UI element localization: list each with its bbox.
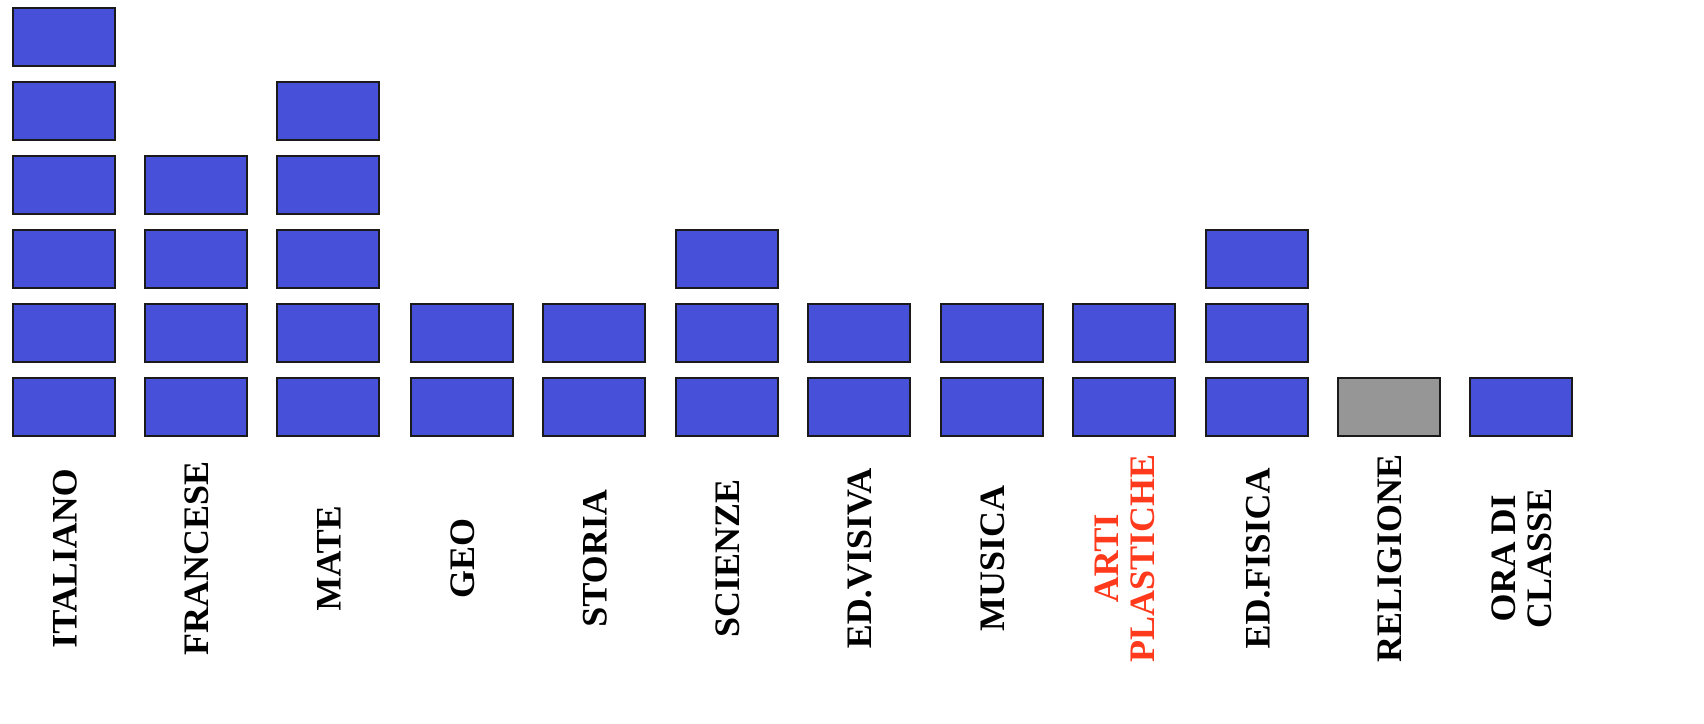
- category-label-francese: FRANCESE: [176, 460, 217, 656]
- bar-block-ed-fisica-1: [1205, 377, 1309, 437]
- bar-block-mate-5: [276, 81, 380, 141]
- category-label-storia: STORIA: [574, 489, 615, 627]
- bar-block-francese-4: [144, 155, 248, 215]
- category-label-mate: MATE: [308, 505, 349, 611]
- category-label-musica: MUSICA: [972, 484, 1013, 632]
- bar-block-storia-2: [542, 303, 646, 363]
- bar-block-ed-visiva-2: [807, 303, 911, 363]
- bar-block-italiano-1: [12, 377, 116, 437]
- bar-block-francese-1: [144, 377, 248, 437]
- category-label-geo: GEO: [442, 517, 483, 599]
- category-label-arti-plastiche: ARTI PLASTICHE: [1086, 453, 1163, 663]
- bar-block-arti-plastiche-1: [1072, 377, 1176, 437]
- category-label-ed-fisica: ED.FISICA: [1237, 467, 1278, 649]
- bar-block-geo-2: [410, 303, 514, 363]
- category-label-italiano: ITALIANO: [44, 468, 85, 648]
- bar-block-religione-1: [1337, 377, 1441, 437]
- category-label-ora-di-classe: ORA DI CLASSE: [1483, 487, 1560, 629]
- bar-block-ed-visiva-1: [807, 377, 911, 437]
- bar-block-italiano-3: [12, 229, 116, 289]
- bar-block-ed-fisica-2: [1205, 303, 1309, 363]
- bar-block-arti-plastiche-2: [1072, 303, 1176, 363]
- bar-block-storia-1: [542, 377, 646, 437]
- bar-block-mate-2: [276, 303, 380, 363]
- bar-block-francese-2: [144, 303, 248, 363]
- bar-block-musica-2: [940, 303, 1044, 363]
- bar-block-mate-4: [276, 155, 380, 215]
- bar-block-musica-1: [940, 377, 1044, 437]
- bar-block-italiano-2: [12, 303, 116, 363]
- bar-block-italiano-4: [12, 155, 116, 215]
- bar-block-scienze-3: [675, 229, 779, 289]
- bar-block-mate-3: [276, 229, 380, 289]
- bar-block-italiano-6: [12, 7, 116, 67]
- bar-block-ora-di-classe-1: [1469, 377, 1573, 437]
- category-label-ed-visiva: ED.VISIVA: [839, 467, 880, 649]
- bar-block-italiano-5: [12, 81, 116, 141]
- category-label-scienze: SCIENZE: [707, 478, 748, 638]
- bar-block-ed-fisica-3: [1205, 229, 1309, 289]
- bar-block-geo-1: [410, 377, 514, 437]
- bar-block-scienze-2: [675, 303, 779, 363]
- bar-block-mate-1: [276, 377, 380, 437]
- bar-block-francese-3: [144, 229, 248, 289]
- category-label-religione: RELIGIONE: [1369, 453, 1410, 663]
- bar-block-scienze-1: [675, 377, 779, 437]
